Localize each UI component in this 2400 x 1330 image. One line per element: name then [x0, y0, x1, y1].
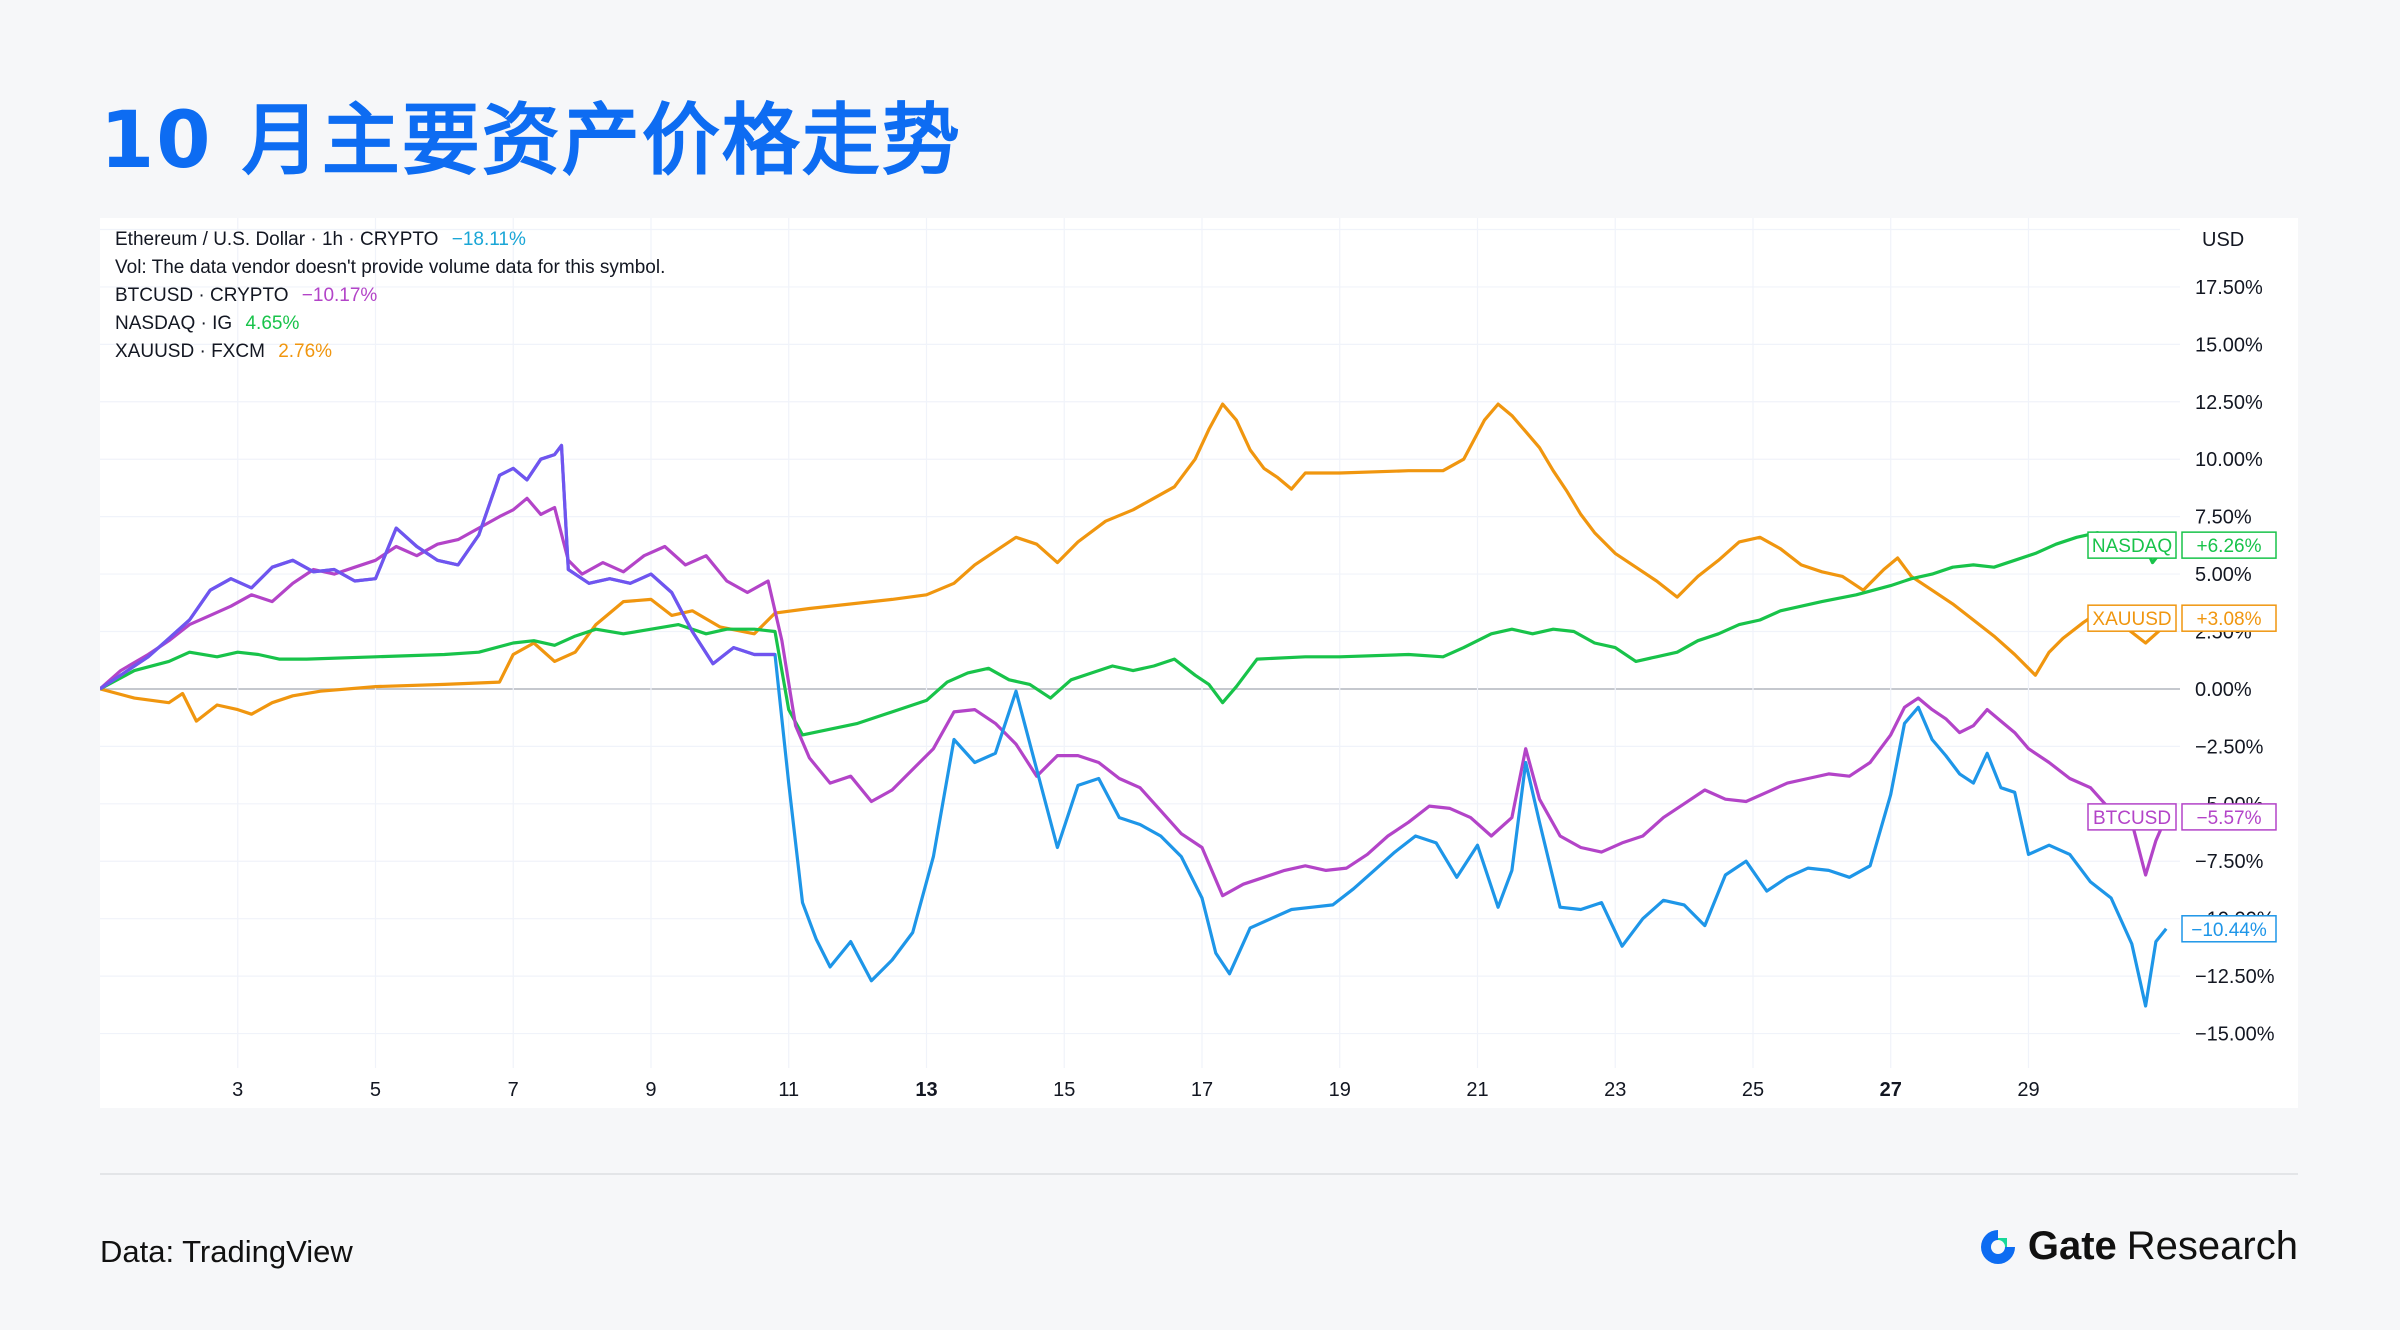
y-tick-label: 0.00%: [2195, 679, 2252, 701]
y-tick-label: −2.50%: [2195, 736, 2264, 758]
series-line-overlap: [100, 443, 775, 691]
x-tick-label: 11: [778, 1079, 799, 1101]
chart-panel[interactable]: −15.00%−12.50%−10.00%−7.50%−5.00%−2.50%0…: [100, 218, 2298, 1108]
y-unit-label: USD: [2202, 229, 2244, 251]
x-tick-label: 13: [915, 1079, 937, 1101]
x-tick-label: 7: [508, 1079, 519, 1101]
y-tick-label: 10.00%: [2195, 449, 2263, 471]
end-value-box-nasdaq: [2181, 531, 2277, 559]
page-title: 10 月主要资产价格走势: [100, 96, 962, 186]
x-tick-label: 5: [370, 1079, 381, 1101]
chart-legend: Ethereum / U.S. Dollar · 1h · CRYPTO −18…: [115, 226, 665, 366]
price-chart[interactable]: −15.00%−12.50%−10.00%−7.50%−5.00%−2.50%0…: [100, 218, 2298, 1108]
legend-nasdaq-change: 4.65%: [245, 313, 300, 334]
end-value-nasdaq: +6.26%: [2197, 536, 2262, 557]
x-tick-label: 19: [1329, 1079, 1351, 1101]
end-name-box-nasdaq: [2087, 531, 2177, 559]
x-tick-label: 17: [1191, 1079, 1213, 1101]
y-tick-label: 7.50%: [2195, 507, 2252, 529]
x-tick-label: 15: [1053, 1079, 1075, 1101]
brand-gate: Gate: [2027, 1224, 2117, 1268]
y-tick-label: 15.00%: [2195, 334, 2263, 356]
gate-logo-icon: [1980, 1229, 2015, 1264]
end-value-eth: −10.44%: [2191, 920, 2267, 941]
end-value-btc: −5.57%: [2197, 808, 2262, 829]
y-tick-label: 12.50%: [2195, 392, 2263, 414]
legend-nasdaq[interactable]: NASDAQ · IG 4.65%: [115, 310, 665, 338]
legend-eth-change: −18.11%: [451, 229, 526, 250]
x-tick-label: 3: [232, 1079, 243, 1101]
end-value-box-btc: [2181, 803, 2277, 831]
series-line-nasdaq[interactable]: [100, 531, 2168, 737]
y-tick-label: −12.50%: [2195, 966, 2275, 988]
legend-vol-note: Vol: The data vendor doesn't provide vol…: [115, 257, 666, 278]
x-tick-label: 25: [1742, 1079, 1764, 1101]
y-tick-label: 17.50%: [2195, 277, 2263, 299]
legend-xau-change: 2.76%: [278, 341, 333, 362]
x-tick-label: 23: [1604, 1079, 1626, 1101]
x-tick-label: 29: [2017, 1079, 2039, 1101]
legend-btc-label: BTCUSD · CRYPTO: [115, 285, 289, 306]
y-tick-label: 5.00%: [2195, 564, 2252, 586]
series-line-xau[interactable]: [100, 402, 2168, 723]
end-value-box-eth: [2181, 915, 2277, 943]
end-name-nasdaq: NASDAQ: [2092, 536, 2172, 557]
unit-label-bg: [2188, 218, 2298, 258]
end-name-btc: BTCUSD: [2093, 808, 2171, 829]
brand-logo: Gate Research: [1978, 1224, 2298, 1269]
x-tick-label: 9: [645, 1079, 656, 1101]
series-line-eth[interactable]: [100, 443, 2168, 1008]
legend-eth[interactable]: Ethereum / U.S. Dollar · 1h · CRYPTO −18…: [115, 226, 665, 254]
legend-btc-change: −10.17%: [301, 285, 378, 306]
end-name-xau: XAUUSD: [2092, 609, 2171, 630]
legend-xau[interactable]: XAUUSD · FXCM 2.76%: [115, 338, 665, 366]
data-source: Data: TradingView: [100, 1234, 353, 1269]
series-line-btc[interactable]: [100, 496, 2168, 898]
y-tick-label: −15.00%: [2195, 1024, 2275, 1046]
end-name-box-btc: [2087, 803, 2177, 831]
brand-research: Research: [2126, 1224, 2298, 1268]
legend-xau-label: XAUUSD · FXCM: [115, 341, 265, 362]
legend-nasdaq-label: NASDAQ · IG: [115, 313, 233, 334]
end-name-box-xau: [2087, 604, 2177, 632]
end-value-xau: +3.08%: [2197, 609, 2262, 630]
x-tick-label: 21: [1466, 1079, 1488, 1101]
x-tick-label: 27: [1880, 1079, 1902, 1101]
end-value-box-xau: [2181, 604, 2277, 632]
legend-btc[interactable]: BTCUSD · CRYPTO −10.17%: [115, 282, 665, 310]
legend-eth-label: Ethereum / U.S. Dollar · 1h · CRYPTO: [115, 229, 439, 250]
y-tick-label: −7.50%: [2195, 851, 2264, 873]
footer-divider: [100, 1173, 2298, 1175]
